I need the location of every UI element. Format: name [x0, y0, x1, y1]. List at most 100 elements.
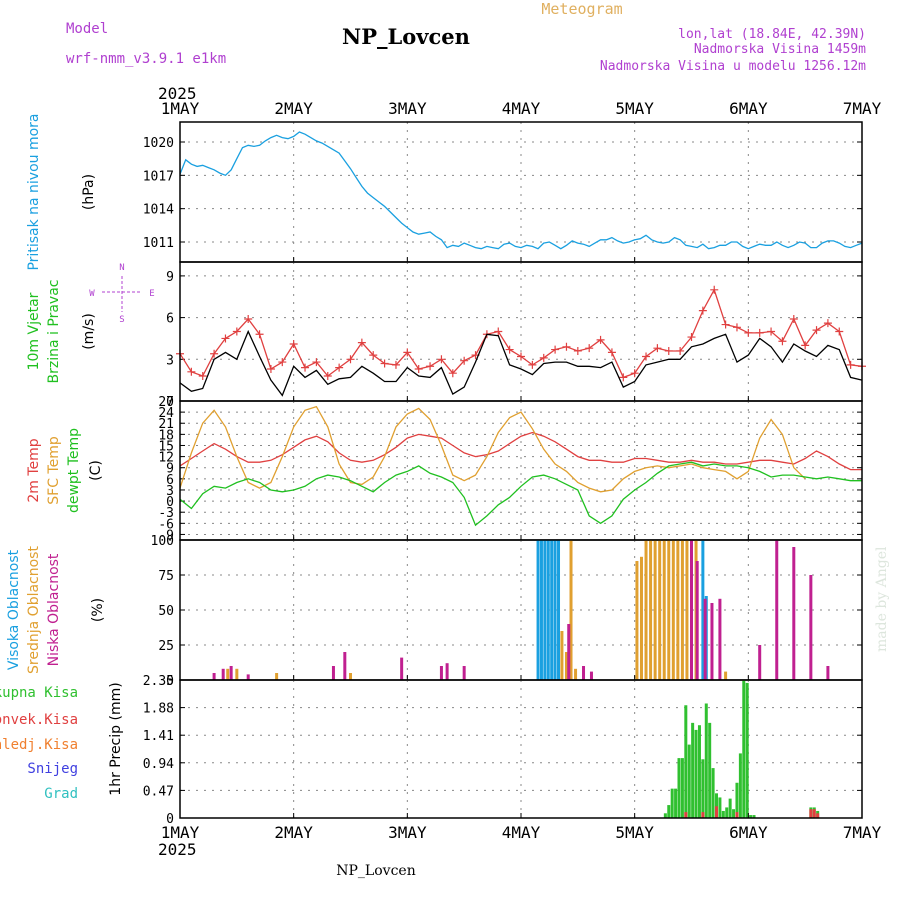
compass-east: E	[149, 289, 154, 299]
y-tick-label: 6	[166, 312, 174, 327]
x-tick-label-bottom: 5MAY	[615, 823, 654, 842]
y-tick-label: 2.35	[143, 674, 174, 689]
data-point-marker	[551, 345, 560, 354]
panel-frame	[179, 679, 863, 819]
bar-niska-oblacnost	[400, 657, 404, 680]
data-point-marker	[357, 338, 366, 347]
bar-srednja-oblacnost	[639, 556, 643, 680]
bar-srednja-oblacnost	[644, 540, 648, 680]
bar-srednja-oblacnost	[658, 540, 662, 680]
data-point-marker	[573, 346, 582, 355]
data-point-marker	[596, 335, 605, 344]
footer-station: NP_Lovcen	[336, 863, 415, 879]
bar-visoka-oblacnost	[550, 540, 554, 680]
data-point-marker	[210, 349, 219, 358]
data-point-marker	[630, 369, 639, 378]
lonlat-label: lon,lat (18.84E, 42.39N)	[678, 27, 866, 42]
data-point-marker	[835, 327, 844, 336]
data-point-marker	[187, 367, 196, 376]
y-tick-label: 0.94	[143, 757, 174, 772]
data-point-marker	[846, 360, 855, 369]
x-tick-label-top: 1MAY	[161, 99, 200, 118]
model-name: wrf-nmm_v3.9.1 e1km	[66, 51, 226, 67]
y-tick-label: 9	[166, 462, 174, 477]
y-tick-label: 1017	[143, 169, 174, 184]
y-axis-label: Brzina i Pravac	[46, 280, 62, 384]
data-point-marker	[642, 352, 651, 361]
y-tick-label: 27	[158, 395, 174, 410]
compass-rose	[102, 276, 142, 312]
y-tick-label: 0	[166, 395, 174, 410]
data-point-marker	[437, 355, 446, 364]
bar-konvek.kisa	[684, 812, 688, 818]
y-tick-label: 1011	[143, 236, 174, 251]
data-point-marker	[505, 345, 514, 354]
y-tick-label: 1014	[143, 203, 174, 218]
bar-konvek.kisa	[812, 809, 816, 818]
data-point-marker	[823, 319, 832, 328]
legend-entry: Ukupna Kisa	[0, 685, 78, 701]
data-point-marker	[335, 363, 344, 372]
series-line-pritisak-na-nivou-mora	[179, 131, 863, 250]
model-altitude-label: Nadmorska Visina u modelu 1256.12m	[600, 59, 866, 74]
bar-srednja-oblacnost	[667, 540, 671, 680]
data-point-marker	[721, 320, 730, 329]
bar-ukupna-kisa	[677, 758, 681, 818]
y-tick-label: -6	[158, 517, 174, 532]
bar-niska-oblacnost	[758, 645, 762, 680]
bar-niska-oblacnost	[792, 547, 796, 680]
data-point-marker	[687, 333, 696, 342]
legend-entry: Snijeg	[27, 761, 78, 777]
y-tick-label: -3	[158, 506, 174, 521]
bar-niska-oblacnost	[775, 540, 779, 680]
panel-frame	[179, 121, 863, 263]
bar-visoka-oblacnost	[553, 540, 557, 680]
bar-niska-oblacnost	[718, 598, 722, 680]
bar-niska-oblacnost	[710, 603, 714, 680]
y-tick-label: 1.88	[143, 702, 174, 717]
y-tick-label: 50	[158, 604, 174, 619]
data-point-marker	[812, 326, 821, 335]
panel-clouds: 0 25 50 75 100 Visoka Oblacnost Srednja Oblacn…	[6, 534, 863, 689]
y-axis-unit: (C)	[88, 460, 104, 481]
bar-srednja-oblacnost	[662, 540, 666, 680]
y-axis-label: Niska Oblacnost	[46, 553, 62, 666]
data-point-marker	[448, 369, 457, 378]
bar-srednja-oblacnost	[569, 540, 573, 680]
panels: 1MAY 1MAY 2MAY 2MAY 3MAY 3MAY 4MAY 4MAY 5MAY 5MAY…	[0, 99, 882, 842]
bar-ukupna-kisa	[667, 805, 671, 818]
bar-niska-oblacnost	[331, 666, 335, 680]
data-point-marker	[698, 306, 707, 315]
bar-ukupna-kisa	[728, 798, 732, 818]
bar-niska-oblacnost	[695, 561, 699, 680]
bar-ukupna-kisa	[738, 753, 742, 818]
header: Model wrf-nmm_v3.9.1 e1km NP_Lovcen Mete…	[66, 0, 890, 879]
bar-visoka-oblacnost	[536, 540, 540, 680]
bar-ukupna-kisa	[697, 725, 701, 818]
bar-niska-oblacnost	[809, 575, 813, 680]
y-tick-label: 0	[166, 674, 174, 689]
y-tick-label: 12	[158, 451, 174, 466]
y-axis-label: 10m Vjetar	[26, 292, 42, 370]
y-tick-label: 6	[166, 473, 174, 488]
data-point-marker	[266, 365, 275, 374]
bar-srednja-oblacnost	[724, 671, 728, 680]
data-point-marker	[710, 285, 719, 294]
bar-visoka-oblacnost	[543, 540, 547, 680]
bar-ukupna-kisa	[732, 809, 736, 818]
bar-niska-oblacnost	[826, 666, 830, 680]
bar-ukupna-kisa	[745, 682, 749, 818]
y-tick-label: 1020	[143, 136, 174, 151]
bar-ukupna-kisa	[694, 729, 698, 818]
x-tick-label-top: 3MAY	[388, 99, 427, 118]
data-point-marker	[460, 356, 469, 365]
y-tick-label: 0.47	[143, 784, 174, 799]
bar-ukupna-kisa	[721, 810, 725, 818]
bar-niska-oblacnost	[212, 673, 216, 680]
data-point-marker	[789, 314, 798, 323]
bar-visoka-oblacnost	[701, 540, 705, 680]
panel-frame	[179, 400, 863, 541]
y-tick-label: 3	[166, 353, 174, 368]
x-tick-label-top: 7MAY	[843, 99, 882, 118]
bar-niska-oblacnost	[439, 666, 443, 680]
